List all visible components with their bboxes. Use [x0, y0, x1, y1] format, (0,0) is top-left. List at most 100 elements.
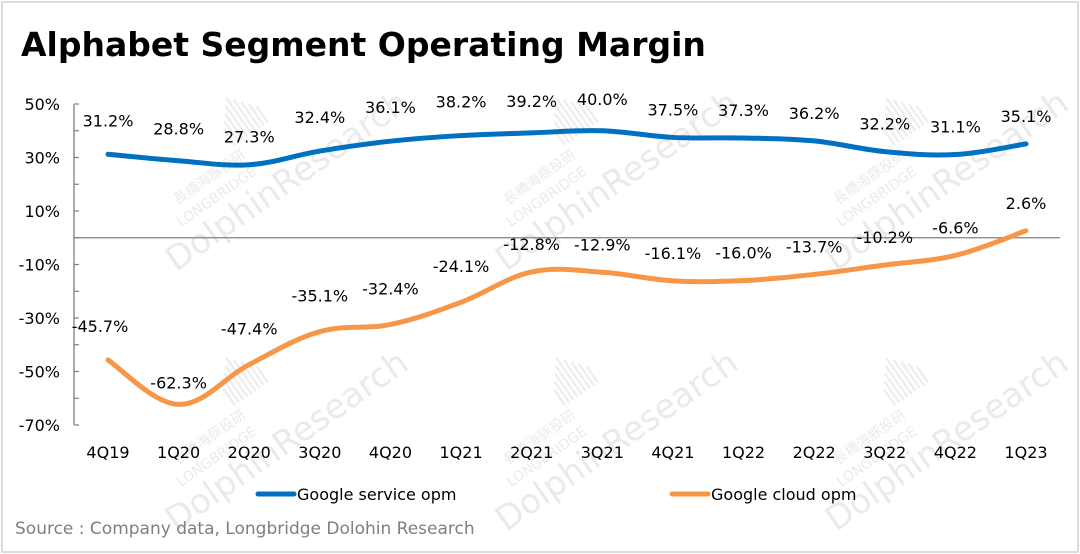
x-tick-label: 1Q20 — [157, 443, 200, 462]
watermark-logo-bar — [223, 112, 245, 141]
watermark-logo-bar — [555, 357, 583, 395]
data-label-google-service-opm: 32.2% — [859, 115, 910, 134]
watermark-logo-bar — [224, 364, 249, 398]
x-tick-label: 3Q21 — [581, 443, 624, 462]
watermark-logo-bar — [225, 357, 253, 395]
data-label-google-cloud-opm: -62.3% — [150, 373, 207, 392]
watermark-logo-bar — [883, 380, 901, 404]
data-label-google-cloud-opm: -32.4% — [362, 279, 419, 298]
watermark-logo-bar — [577, 103, 595, 127]
x-tick-label: 1Q22 — [722, 443, 765, 462]
data-label-google-service-opm: 40.0% — [577, 90, 628, 109]
data-label-google-service-opm: 32.4% — [294, 108, 345, 127]
legend-label: Google service opm — [297, 485, 456, 504]
watermark-logo-bar — [883, 120, 901, 144]
watermark-logo-bar — [907, 363, 925, 387]
y-tick-label: 50% — [24, 95, 60, 114]
y-tick-label: -50% — [19, 363, 60, 382]
x-tick-label: 3Q22 — [863, 443, 906, 462]
watermark-logo-bar — [915, 105, 929, 124]
watermark-logo-bar — [900, 361, 921, 389]
watermark-logo-bar — [883, 372, 905, 401]
watermark-logo-bar — [223, 120, 241, 144]
watermark-logo-bar — [554, 364, 579, 398]
watermark-logo-bar — [570, 101, 591, 129]
watermark-logo-bar — [223, 380, 241, 404]
watermark-logo-bar — [240, 101, 261, 129]
data-label-google-service-opm: 36.1% — [365, 98, 416, 117]
legend-label: Google cloud opm — [711, 485, 856, 504]
source-note: Source : Company data, Longbridge Dolohi… — [15, 519, 475, 539]
watermark-logo-bar — [892, 99, 917, 132]
watermark-logo-bar — [222, 128, 237, 147]
x-tick-label: 4Q20 — [369, 443, 412, 462]
series-lines — [105, 128, 1029, 407]
x-axis-labels: 4Q19 1Q20 2Q20 3Q20 4Q20 1Q21 2Q21 3Q21 4Q21 1Q22… — [86, 443, 1047, 462]
watermark-logo-bar — [562, 99, 587, 132]
watermark-logo-bar — [247, 363, 265, 387]
x-tick-label: 1Q23 — [1004, 443, 1047, 462]
watermark-logo-bar — [892, 359, 917, 392]
axes — [73, 103, 1060, 426]
data-label-google-service-opm: 37.5% — [648, 100, 699, 119]
data-label-google-cloud-opm: -24.1% — [433, 257, 490, 276]
legend-item-google-cloud-opm: Google cloud opm — [669, 485, 856, 504]
x-tick-label: 4Q21 — [651, 443, 694, 462]
data-label-google-cloud-opm: -12.8% — [503, 235, 560, 254]
data-label-google-service-opm: 37.3% — [718, 101, 769, 120]
x-tick-label: 3Q20 — [298, 443, 341, 462]
chart-title: Alphabet Segment Operating Margin — [21, 25, 706, 64]
watermark-logo-bar — [915, 365, 929, 384]
data-label-google-cloud-opm: -6.6% — [932, 218, 978, 237]
data-label-google-cloud-opm: -16.1% — [645, 244, 702, 263]
watermark-logo-bar — [553, 372, 575, 401]
y-tick-label: 10% — [24, 202, 60, 221]
watermark-logo-bar — [562, 359, 587, 392]
data-label-google-cloud-opm: -16.0% — [715, 244, 772, 263]
watermark-logo-bar — [585, 365, 599, 384]
x-tick-label: 4Q22 — [934, 443, 977, 462]
watermark-logo-bar — [885, 97, 913, 135]
series-line-google-service-opm — [105, 128, 1029, 168]
watermark-logo-bar — [882, 388, 897, 407]
x-tick-label: 4Q19 — [86, 443, 129, 462]
watermark-logo-bar — [585, 105, 599, 124]
data-label-google-service-opm: 31.1% — [930, 118, 981, 137]
data-label-google-cloud-opm: -12.9% — [574, 235, 631, 254]
data-label-google-service-opm: 31.2% — [83, 111, 134, 130]
watermark-logo-bar — [900, 101, 921, 129]
watermark-logo-bar — [577, 363, 595, 387]
watermark-logo-bar — [224, 104, 249, 138]
watermark-logo-bar — [884, 364, 909, 398]
data-label-google-cloud-opm: -47.4% — [221, 320, 278, 339]
watermark-logo-bar — [255, 105, 269, 124]
data-labels: 31.2% 28.8% 27.3% 32.4% 36.1% 38.2% 39.2% 40.0%… — [72, 90, 1052, 393]
data-label-google-cloud-opm: -10.2% — [856, 228, 913, 247]
data-label-google-cloud-opm: 2.6% — [1006, 194, 1047, 213]
x-tick-label: 1Q21 — [440, 443, 483, 462]
watermark-logo-bar — [907, 103, 925, 127]
watermark-logo-bar — [555, 97, 583, 135]
x-tick-label: 2Q22 — [793, 443, 836, 462]
data-label-google-service-opm: 39.2% — [506, 92, 557, 111]
y-tick-label: -30% — [19, 309, 60, 328]
watermark-logo-bar — [882, 128, 897, 147]
watermark-logo-bar — [553, 380, 571, 404]
y-tick-label: -70% — [19, 416, 60, 435]
watermark-logo-bar — [552, 388, 567, 407]
data-label-google-service-opm: 35.1% — [1001, 107, 1052, 126]
data-label-google-service-opm: 38.2% — [436, 93, 487, 112]
data-label-google-cloud-opm: -35.1% — [292, 287, 349, 306]
data-label-google-service-opm: 28.8% — [153, 120, 204, 139]
data-label-google-cloud-opm: -45.7% — [72, 317, 129, 336]
watermark-logo-bar — [884, 104, 909, 138]
watermark-logo-bar — [222, 388, 237, 407]
watermark-logo-bar — [885, 357, 913, 395]
watermark-logo-bar — [255, 365, 269, 384]
legend: Google service opm Google cloud opm — [255, 485, 856, 504]
y-tick-label: -10% — [19, 256, 60, 275]
y-axis-labels: 50% 30% 10% -10% -30% -50% -70% — [19, 95, 60, 435]
